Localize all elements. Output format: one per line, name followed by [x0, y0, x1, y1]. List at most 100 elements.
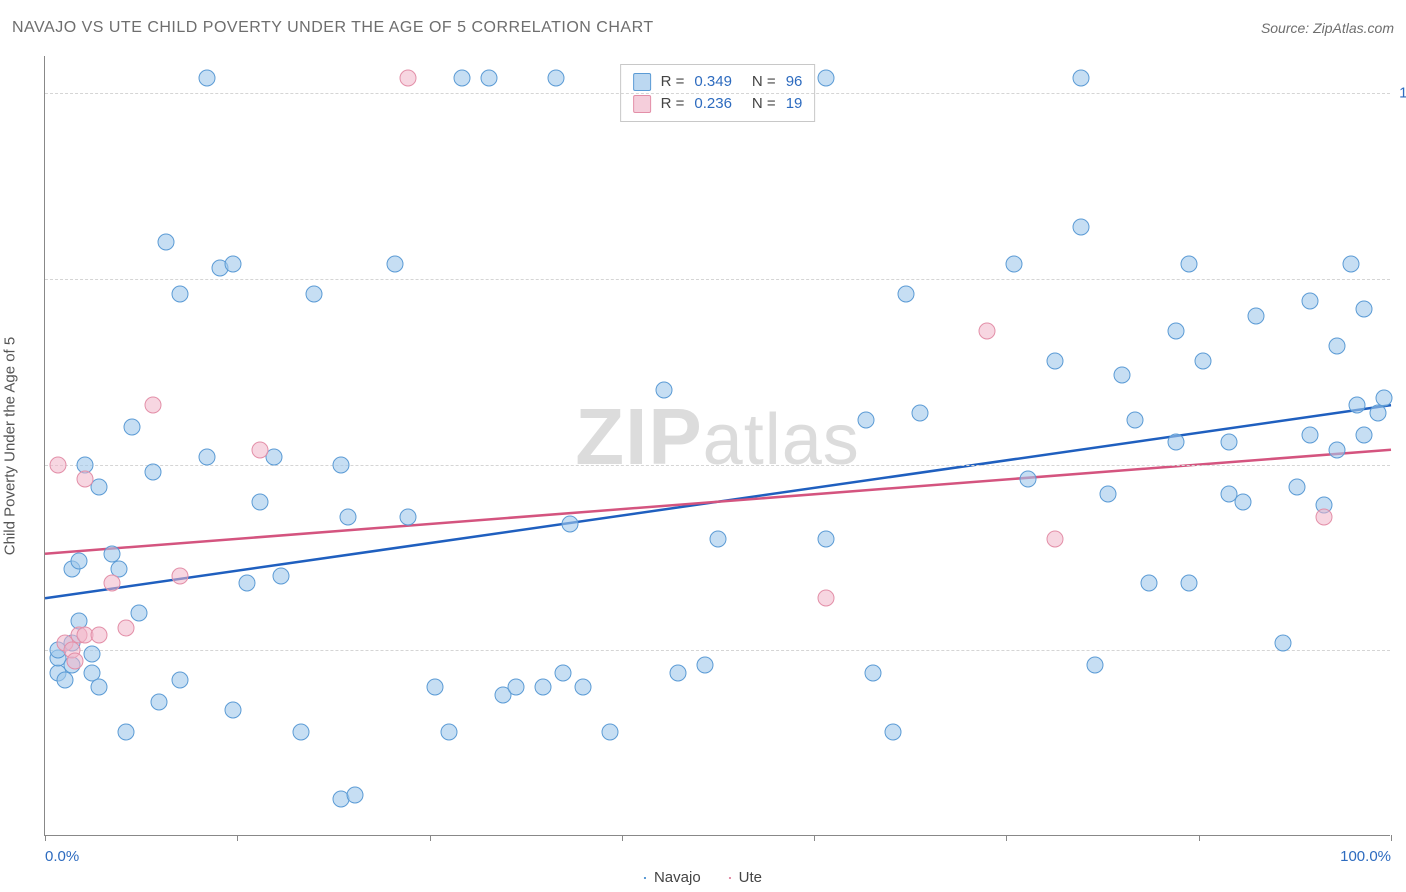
- marker-ute: [171, 568, 188, 585]
- watermark: ZIPatlas: [575, 390, 860, 482]
- marker-navajo: [1006, 256, 1023, 273]
- marker-navajo: [561, 516, 578, 533]
- marker-navajo: [144, 464, 161, 481]
- r-value: 0.236: [694, 93, 732, 115]
- gridline: [45, 279, 1390, 280]
- marker-navajo: [696, 657, 713, 674]
- gridline: [45, 650, 1390, 651]
- marker-navajo: [454, 70, 471, 87]
- trend-lines: [45, 56, 1391, 836]
- y-tick-label: 100.0%: [1396, 85, 1406, 102]
- r-value: 0.349: [694, 71, 732, 93]
- marker-ute: [117, 620, 134, 637]
- marker-navajo: [548, 70, 565, 87]
- watermark-rest: atlas: [703, 399, 860, 479]
- trend-line-navajo: [45, 405, 1391, 598]
- x-tick-label: 100.0%: [1340, 848, 1391, 865]
- marker-navajo: [198, 70, 215, 87]
- marker-navajo: [238, 575, 255, 592]
- marker-navajo: [858, 412, 875, 429]
- marker-navajo: [1194, 352, 1211, 369]
- marker-navajo: [508, 679, 525, 696]
- x-tick: [430, 835, 431, 841]
- marker-navajo: [535, 679, 552, 696]
- legend-swatch-ute: [729, 877, 731, 879]
- marker-navajo: [656, 382, 673, 399]
- x-tick: [814, 835, 815, 841]
- marker-ute: [979, 322, 996, 339]
- marker-navajo: [339, 508, 356, 525]
- legend-item-navajo: Navajo: [644, 869, 701, 886]
- marker-navajo: [1302, 426, 1319, 443]
- legend-swatch-navajo: [633, 73, 651, 91]
- x-tick: [622, 835, 623, 841]
- marker-navajo: [440, 724, 457, 741]
- marker-ute: [104, 575, 121, 592]
- marker-navajo: [884, 724, 901, 741]
- marker-navajo: [1356, 300, 1373, 317]
- marker-ute: [66, 653, 83, 670]
- marker-navajo: [427, 679, 444, 696]
- marker-navajo: [1100, 486, 1117, 503]
- bottom-legend: Navajo Ute: [644, 869, 762, 886]
- x-tick: [1199, 835, 1200, 841]
- marker-navajo: [57, 672, 74, 689]
- marker-navajo: [1369, 404, 1386, 421]
- marker-ute: [817, 590, 834, 607]
- marker-ute: [1315, 508, 1332, 525]
- marker-navajo: [669, 664, 686, 681]
- marker-navajo: [1073, 218, 1090, 235]
- x-tick: [237, 835, 238, 841]
- r-label: R =: [661, 71, 685, 93]
- marker-navajo: [911, 404, 928, 421]
- y-tick-label: 75.0%: [1396, 270, 1406, 287]
- marker-navajo: [400, 508, 417, 525]
- n-label: N =: [752, 93, 776, 115]
- marker-navajo: [1127, 412, 1144, 429]
- marker-navajo: [386, 256, 403, 273]
- marker-navajo: [131, 605, 148, 622]
- marker-navajo: [1234, 493, 1251, 510]
- marker-navajo: [1167, 434, 1184, 451]
- marker-navajo: [1356, 426, 1373, 443]
- marker-navajo: [333, 456, 350, 473]
- title-row: NAVAJO VS UTE CHILD POVERTY UNDER THE AG…: [12, 14, 1394, 42]
- marker-navajo: [151, 694, 168, 711]
- source-label: Source: ZipAtlas.com: [1261, 20, 1394, 36]
- marker-navajo: [124, 419, 141, 436]
- marker-navajo: [1167, 322, 1184, 339]
- plot-area: ZIPatlas R =0.349N =96R =0.236N =19 25.0…: [44, 56, 1390, 836]
- legend-swatch-navajo: [644, 877, 646, 879]
- marker-navajo: [1019, 471, 1036, 488]
- marker-navajo: [1288, 478, 1305, 495]
- marker-navajo: [225, 701, 242, 718]
- legend-label: Ute: [739, 869, 762, 886]
- marker-navajo: [1248, 308, 1265, 325]
- chart-title: NAVAJO VS UTE CHILD POVERTY UNDER THE AG…: [12, 19, 654, 37]
- gridline: [45, 465, 1390, 466]
- r-label: R =: [661, 93, 685, 115]
- marker-navajo: [1140, 575, 1157, 592]
- marker-navajo: [1376, 389, 1393, 406]
- marker-navajo: [1221, 434, 1238, 451]
- chart-container: NAVAJO VS UTE CHILD POVERTY UNDER THE AG…: [0, 0, 1406, 892]
- marker-navajo: [306, 285, 323, 302]
- marker-navajo: [602, 724, 619, 741]
- x-tick: [1391, 835, 1392, 841]
- legend-stats-row-navajo: R =0.349N =96: [633, 71, 803, 93]
- marker-navajo: [198, 449, 215, 466]
- marker-navajo: [1086, 657, 1103, 674]
- marker-navajo: [1046, 352, 1063, 369]
- marker-navajo: [171, 285, 188, 302]
- marker-navajo: [1275, 634, 1292, 651]
- marker-navajo: [1181, 256, 1198, 273]
- gridline: [45, 93, 1390, 94]
- marker-navajo: [90, 679, 107, 696]
- legend-stats-row-ute: R =0.236N =19: [633, 93, 803, 115]
- marker-navajo: [710, 530, 727, 547]
- marker-ute: [50, 456, 67, 473]
- marker-navajo: [1342, 256, 1359, 273]
- marker-ute: [400, 70, 417, 87]
- marker-navajo: [292, 724, 309, 741]
- marker-navajo: [864, 664, 881, 681]
